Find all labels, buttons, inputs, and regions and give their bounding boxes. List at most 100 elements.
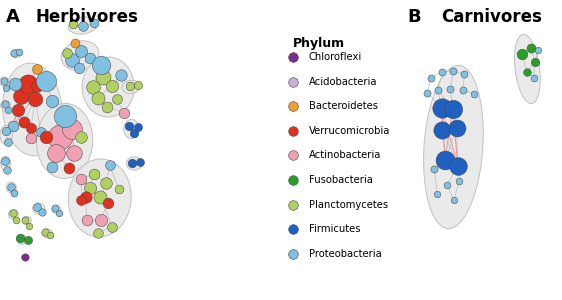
Point bbox=[38, 209, 47, 214]
Point bbox=[46, 232, 55, 237]
Ellipse shape bbox=[33, 203, 45, 214]
Text: Herbivores: Herbivores bbox=[35, 8, 139, 26]
Point bbox=[51, 205, 60, 210]
Point bbox=[518, 52, 527, 56]
Point bbox=[449, 68, 458, 73]
Text: Proteobacteria: Proteobacteria bbox=[309, 249, 382, 259]
Point bbox=[82, 217, 91, 222]
Point bbox=[441, 157, 450, 162]
Point bbox=[289, 153, 298, 158]
Point bbox=[13, 107, 22, 112]
Point bbox=[108, 83, 117, 88]
Point bbox=[289, 202, 298, 207]
Point bbox=[124, 124, 133, 128]
Ellipse shape bbox=[6, 182, 16, 193]
Text: Bacteroidetes: Bacteroidetes bbox=[309, 101, 378, 111]
Ellipse shape bbox=[515, 34, 540, 104]
Ellipse shape bbox=[8, 210, 19, 219]
Point bbox=[67, 127, 76, 131]
Point bbox=[130, 131, 139, 136]
Ellipse shape bbox=[17, 235, 27, 244]
Point bbox=[19, 119, 28, 124]
Point bbox=[289, 178, 298, 182]
Point bbox=[438, 127, 447, 132]
Text: Chloroflexi: Chloroflexi bbox=[309, 52, 362, 62]
Ellipse shape bbox=[22, 216, 31, 225]
Point bbox=[529, 76, 538, 80]
Point bbox=[70, 151, 79, 155]
Point bbox=[24, 82, 33, 86]
Point bbox=[47, 98, 56, 103]
Point bbox=[135, 160, 144, 164]
Ellipse shape bbox=[21, 254, 28, 260]
Point bbox=[30, 97, 39, 101]
Point bbox=[55, 211, 64, 215]
Point bbox=[21, 217, 30, 222]
Point bbox=[64, 166, 73, 170]
Point bbox=[24, 223, 33, 228]
Point bbox=[116, 73, 125, 77]
Point bbox=[125, 84, 134, 89]
Point bbox=[10, 190, 19, 195]
Point bbox=[0, 79, 8, 83]
Point bbox=[97, 62, 106, 67]
Point bbox=[523, 70, 532, 74]
Ellipse shape bbox=[1, 156, 11, 171]
Point bbox=[531, 59, 540, 64]
Point bbox=[96, 217, 105, 222]
Point bbox=[77, 134, 86, 139]
Point bbox=[289, 128, 298, 133]
Point bbox=[443, 182, 452, 187]
Point bbox=[133, 82, 142, 87]
Point bbox=[81, 194, 90, 199]
Ellipse shape bbox=[69, 17, 97, 34]
Point bbox=[32, 67, 41, 71]
Point bbox=[289, 55, 298, 59]
Point bbox=[448, 106, 457, 111]
Ellipse shape bbox=[424, 65, 483, 229]
Point bbox=[460, 72, 469, 77]
Point bbox=[89, 21, 98, 26]
Text: Acidobacteria: Acidobacteria bbox=[309, 76, 377, 87]
Point bbox=[289, 104, 298, 109]
Point bbox=[469, 91, 478, 96]
Point bbox=[42, 79, 51, 83]
Text: Planctomycetes: Planctomycetes bbox=[309, 200, 388, 210]
Point bbox=[102, 181, 111, 185]
Text: Actinobacteria: Actinobacteria bbox=[309, 150, 381, 161]
Point bbox=[24, 238, 33, 242]
Text: Firmicutes: Firmicutes bbox=[309, 224, 360, 234]
Point bbox=[3, 108, 12, 113]
Point bbox=[85, 185, 94, 190]
Point bbox=[42, 134, 51, 139]
Ellipse shape bbox=[42, 229, 52, 238]
Point bbox=[438, 70, 447, 74]
Text: B: B bbox=[408, 8, 422, 26]
Point bbox=[426, 76, 435, 80]
Point bbox=[102, 104, 111, 109]
Point bbox=[20, 255, 29, 260]
Point bbox=[26, 136, 35, 140]
Point bbox=[454, 163, 463, 168]
Point bbox=[105, 163, 114, 167]
Point bbox=[76, 176, 85, 181]
Point bbox=[99, 74, 108, 79]
Point bbox=[63, 50, 72, 55]
Ellipse shape bbox=[37, 103, 93, 178]
Point bbox=[69, 22, 78, 26]
Point bbox=[1, 102, 10, 107]
Point bbox=[127, 161, 136, 166]
Point bbox=[446, 86, 455, 91]
Point bbox=[119, 110, 128, 115]
Point bbox=[289, 79, 298, 84]
Ellipse shape bbox=[122, 80, 140, 94]
Point bbox=[60, 113, 69, 118]
Point bbox=[90, 172, 99, 176]
Text: A: A bbox=[6, 8, 20, 26]
Point bbox=[112, 97, 121, 101]
Point bbox=[17, 94, 26, 98]
Point bbox=[15, 49, 24, 54]
Ellipse shape bbox=[68, 159, 132, 237]
Point bbox=[12, 217, 21, 222]
Text: Carnivores: Carnivores bbox=[441, 8, 542, 26]
